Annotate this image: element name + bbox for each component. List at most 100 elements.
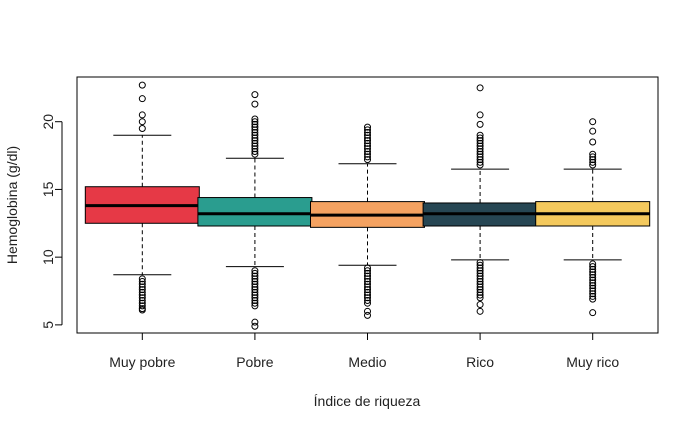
outlier-point — [364, 131, 371, 139]
outlier-point — [251, 288, 259, 296]
box-muy-pobre — [84, 81, 200, 314]
outlier-point — [251, 118, 259, 126]
outlier-point — [476, 301, 484, 309]
outlier-point — [138, 288, 146, 296]
outlier-point — [476, 280, 484, 288]
outlier-point — [138, 294, 146, 302]
outlier-point — [138, 278, 146, 286]
x-tick-label: Rico — [466, 354, 494, 370]
outlier-point — [138, 296, 146, 304]
outlier-point — [364, 153, 371, 161]
outlier-point — [251, 318, 259, 326]
outlier-point — [251, 134, 259, 142]
outlier-point — [589, 138, 597, 146]
y-tick-label: 10 — [40, 249, 56, 265]
outlier-point — [476, 150, 484, 158]
outlier-point — [476, 278, 484, 286]
outlier-point — [364, 307, 371, 315]
outlier-point — [251, 126, 259, 134]
outlier-point — [251, 129, 259, 137]
outlier-point — [138, 291, 146, 299]
outlier-point — [364, 291, 371, 299]
box-muy-rico — [535, 118, 651, 317]
outlier-point — [364, 126, 371, 134]
outlier-point — [476, 158, 484, 166]
outlier-point — [589, 282, 597, 290]
outlier-point — [251, 275, 259, 283]
outlier-point — [251, 272, 259, 280]
outlier-point — [251, 291, 259, 299]
outlier-point — [589, 271, 597, 279]
outlier-point — [589, 161, 597, 169]
outlier-point — [589, 273, 597, 281]
outlier-point — [364, 278, 371, 286]
outlier-point — [138, 81, 146, 89]
outlier-point — [364, 123, 371, 131]
outlier-point — [138, 111, 146, 119]
outlier-point — [364, 142, 371, 150]
outlier-point — [251, 299, 259, 307]
outlier-point — [589, 118, 597, 126]
outlier-point — [364, 280, 371, 288]
outlier-point — [364, 275, 371, 283]
outlier-point — [364, 134, 371, 142]
outlier-point — [476, 145, 484, 153]
outlier-point — [589, 292, 597, 300]
outlier-point — [251, 100, 259, 108]
outlier-point — [251, 147, 259, 155]
outlier-point — [251, 296, 259, 304]
x-tick-label: Medio — [348, 354, 386, 370]
outlier-point — [364, 299, 371, 307]
outlier-point — [589, 153, 597, 161]
outlier-point — [476, 283, 484, 291]
outlier-point — [364, 296, 371, 304]
outlier-point — [476, 153, 484, 161]
outlier-point — [476, 156, 484, 164]
outlier-point — [251, 294, 259, 302]
outlier-point — [476, 269, 484, 277]
outlier-point — [476, 134, 484, 142]
x-tick-label: Muy rico — [566, 354, 619, 370]
outlier-point — [589, 309, 597, 317]
y-tick-label: 20 — [40, 114, 56, 130]
outlier-point — [251, 283, 259, 291]
outlier-point — [251, 267, 259, 275]
outlier-point — [589, 260, 597, 268]
outlier-point — [364, 288, 371, 296]
outlier-point — [138, 283, 146, 291]
outlier-point — [251, 280, 259, 288]
y-tick-label: 15 — [40, 181, 56, 197]
outlier-point — [251, 278, 259, 286]
y-tick-label: 5 — [40, 321, 56, 329]
outlier-point — [364, 264, 371, 272]
outlier-point — [476, 84, 484, 92]
outlier-point — [138, 275, 146, 283]
outlier-point — [364, 272, 371, 280]
outlier-point — [364, 283, 371, 291]
outlier-point — [138, 286, 146, 294]
outlier-point — [589, 150, 597, 158]
outlier-point — [476, 131, 484, 139]
outlier-point — [476, 120, 484, 128]
outlier-point — [138, 118, 146, 126]
outlier-point — [476, 139, 484, 147]
outlier-point — [476, 259, 484, 267]
x-tick-label: Pobre — [236, 354, 274, 370]
outlier-point — [589, 279, 597, 287]
boxes-group — [84, 81, 651, 330]
outlier-point — [364, 150, 371, 158]
outlier-point — [251, 142, 259, 150]
outlier-point — [251, 131, 259, 139]
y-axis: 5 10 15 20 — [40, 114, 63, 329]
outlier-point — [364, 137, 371, 145]
outlier-point — [589, 295, 597, 303]
outlier-point — [589, 287, 597, 295]
box-rico — [422, 84, 538, 315]
y-axis-label: Hemoglobina (g/dl) — [4, 146, 20, 264]
outlier-point — [138, 95, 146, 103]
outlier-point — [476, 142, 484, 150]
outlier-point — [476, 294, 484, 302]
outlier-point — [251, 123, 259, 131]
outlier-point — [589, 265, 597, 273]
outlier-point — [589, 276, 597, 284]
